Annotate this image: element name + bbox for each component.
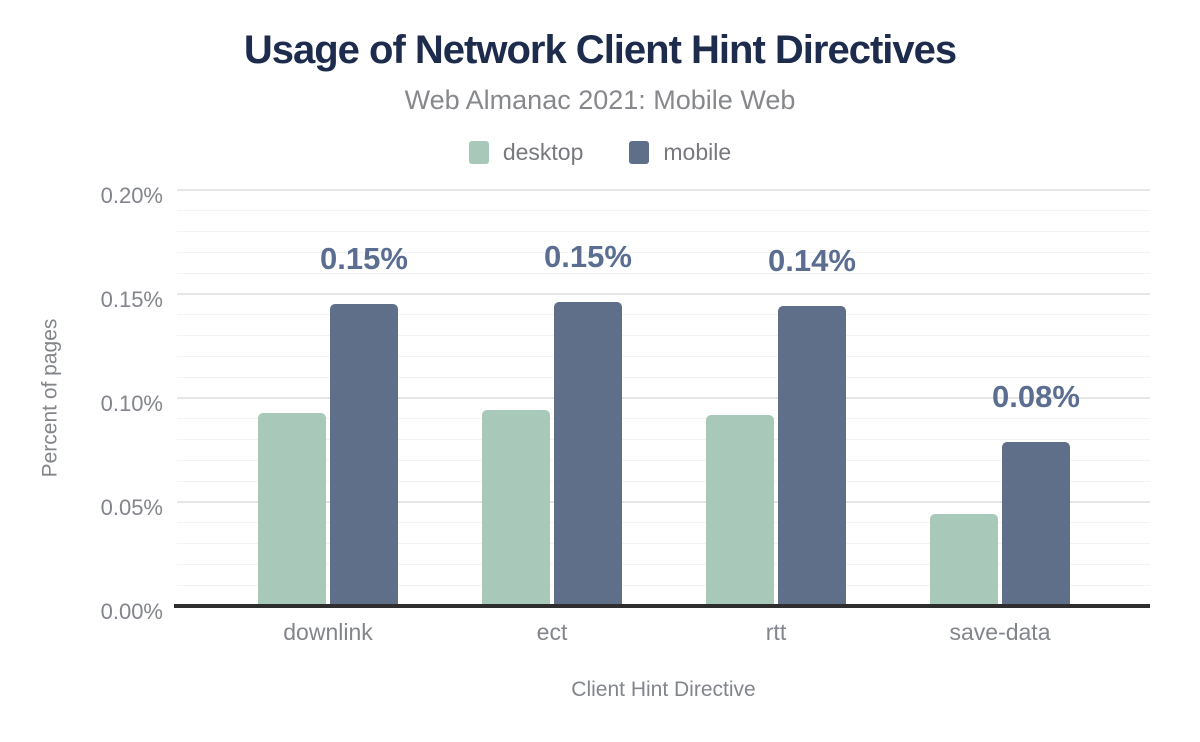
gridline-major <box>177 189 1150 191</box>
bar-desktop-downlink <box>258 413 326 606</box>
x-tick-label: ect <box>536 619 568 645</box>
gridline-minor <box>177 563 1150 565</box>
y-tick-label: 0.05% <box>100 495 163 520</box>
gridline-major <box>177 501 1150 503</box>
y-tick-label: 0.10% <box>100 391 163 416</box>
bar-mobile-ect: 0.15% <box>544 241 632 606</box>
gridline-minor <box>177 251 1150 253</box>
gridline-major <box>177 397 1150 399</box>
data-label-downlink: 0.15% <box>320 241 408 276</box>
x-tick-label: downlink <box>283 619 373 645</box>
gridline-minor <box>177 314 1150 316</box>
data-label-ect: 0.15% <box>544 239 632 274</box>
y-tick-label: 0.20% <box>100 183 163 208</box>
chart-subtitle: Web Almanac 2021: Mobile Web <box>404 85 796 115</box>
legend: desktop mobile <box>0 139 1200 166</box>
gridline-minor <box>177 272 1150 274</box>
plot-area: 0.15% 0.15% 0.14% 0.08% <box>174 189 1150 608</box>
chart-title: Usage of Network Client Hint Directives <box>243 28 957 72</box>
x-tick-label: save-data <box>949 619 1051 645</box>
bar-mobile-rtt: 0.14% <box>768 245 856 606</box>
legend-swatch-icon <box>468 141 489 164</box>
gridline-minor <box>177 376 1150 378</box>
gridline-minor <box>177 439 1150 441</box>
gridline-minor <box>177 584 1150 586</box>
bar-group-ect: 0.15% <box>482 190 632 606</box>
bar-desktop-ect <box>482 410 550 606</box>
gridline-minor <box>177 459 1150 461</box>
y-tick-label: 0.00% <box>100 599 163 624</box>
gridline-major <box>177 293 1150 295</box>
legend-label: desktop <box>502 139 584 165</box>
legend-item-desktop[interactable]: desktop <box>468 139 584 166</box>
gridline-minor <box>177 355 1150 357</box>
gridline-minor <box>177 543 1150 545</box>
gridline-minor <box>177 522 1150 524</box>
x-axis-line <box>174 604 1150 608</box>
x-axis-title: Client Hint Directive <box>571 678 756 701</box>
y-tick-label: 0.15% <box>100 287 163 312</box>
data-label-save-data: 0.08% <box>992 379 1080 414</box>
data-label-rtt: 0.14% <box>768 243 856 278</box>
gridline-minor <box>177 231 1150 233</box>
bar-mobile-save-data: 0.08% <box>992 381 1080 606</box>
bar-group-rtt: 0.14% <box>706 190 856 606</box>
bar-group-save-data: 0.08% <box>930 190 1080 606</box>
bar-desktop-rtt <box>706 415 774 606</box>
legend-item-mobile[interactable]: mobile <box>629 139 731 166</box>
gridline-minor <box>177 335 1150 337</box>
bar-desktop-save-data <box>930 514 998 606</box>
gridline-minor <box>177 480 1150 482</box>
bar-mobile-downlink: 0.15% <box>320 243 408 606</box>
legend-label: mobile <box>663 139 732 165</box>
gridline-minor <box>177 418 1150 420</box>
gridline-minor <box>177 210 1150 212</box>
legend-swatch-icon <box>629 141 650 164</box>
bar-group-downlink: 0.15% <box>258 190 408 606</box>
x-tick-label: rtt <box>765 619 787 645</box>
